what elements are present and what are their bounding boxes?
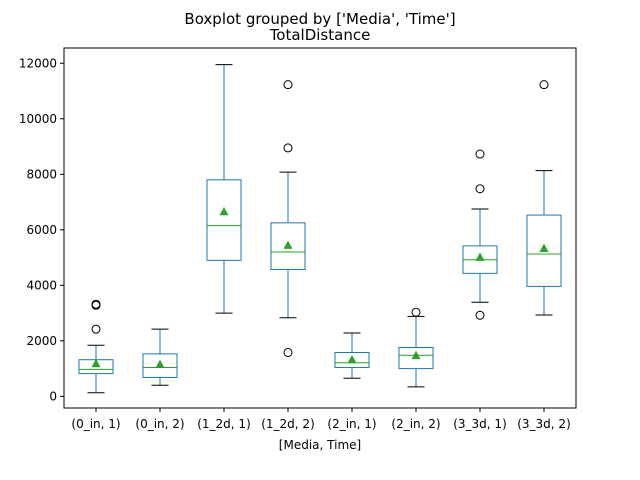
box-group bbox=[526, 80, 562, 316]
iqr-box bbox=[206, 179, 242, 261]
x-tick-label: (1_2d, 1) bbox=[197, 417, 251, 431]
x-axis-label: [Media, Time] bbox=[279, 438, 361, 452]
iqr-box bbox=[398, 346, 434, 370]
outlier-point bbox=[283, 80, 293, 90]
plot-frame bbox=[63, 47, 577, 409]
y-tick-label: 10000 bbox=[19, 112, 57, 126]
outlier-point bbox=[539, 80, 549, 90]
x-tick-label: (2_in, 2) bbox=[391, 417, 440, 431]
box-group bbox=[78, 299, 114, 394]
x-tick-label: (1_2d, 2) bbox=[261, 417, 315, 431]
plot-area bbox=[78, 64, 562, 394]
box-group bbox=[206, 64, 242, 314]
mean-marker bbox=[283, 240, 293, 249]
box-group bbox=[270, 80, 306, 357]
y-tick-label: 12000 bbox=[19, 56, 57, 70]
x-tick-label: (3_3d, 1) bbox=[453, 417, 507, 431]
chart-title: TotalDistance bbox=[269, 26, 371, 44]
mean-marker bbox=[155, 359, 165, 368]
mean-marker bbox=[219, 206, 229, 216]
box-group bbox=[142, 328, 178, 386]
y-tick-label: 0 bbox=[49, 389, 57, 403]
box-group bbox=[334, 332, 370, 379]
y-axis: 0 2000 4000 6000 8000 10000 12000 bbox=[19, 56, 64, 403]
outlier-point bbox=[91, 324, 101, 334]
iqr-box bbox=[334, 351, 370, 368]
iqr-box bbox=[142, 353, 178, 378]
mean-marker bbox=[475, 252, 485, 261]
outlier-point bbox=[283, 347, 293, 357]
mean-marker bbox=[411, 350, 421, 360]
x-tick-label: (0_in, 1) bbox=[71, 417, 120, 431]
x-tick-label: (2_in, 1) bbox=[327, 417, 376, 431]
outlier-point bbox=[475, 184, 485, 194]
x-tick-label: (0_in, 2) bbox=[135, 417, 184, 431]
outlier-point bbox=[91, 299, 101, 309]
y-tick-label: 8000 bbox=[26, 167, 57, 181]
y-tick-label: 4000 bbox=[26, 278, 57, 292]
outlier-point bbox=[283, 143, 293, 153]
mean-marker bbox=[539, 243, 549, 252]
x-axis: (0_in, 1) (0_in, 2) (1_2d, 1) (1_2d, 2) (2_i… bbox=[71, 408, 571, 431]
iqr-box bbox=[270, 222, 306, 270]
outlier-point bbox=[475, 149, 485, 159]
y-tick-label: 2000 bbox=[26, 334, 57, 348]
chart-suptitle: Boxplot grouped by ['Media', 'Time'] bbox=[184, 10, 455, 28]
y-tick-label: 6000 bbox=[26, 223, 57, 237]
x-tick-label: (3_3d, 2) bbox=[517, 417, 571, 431]
mean-marker bbox=[91, 358, 101, 368]
mean-marker bbox=[347, 354, 357, 364]
outlier-point bbox=[411, 307, 421, 317]
box-group bbox=[398, 307, 434, 388]
iqr-box bbox=[526, 214, 562, 287]
box-group bbox=[462, 149, 498, 320]
outlier-point bbox=[475, 310, 485, 320]
